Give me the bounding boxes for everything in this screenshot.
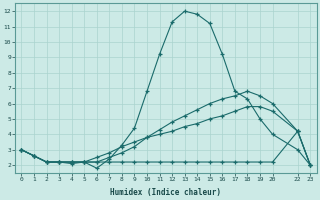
- X-axis label: Humidex (Indice chaleur): Humidex (Indice chaleur): [110, 188, 221, 197]
